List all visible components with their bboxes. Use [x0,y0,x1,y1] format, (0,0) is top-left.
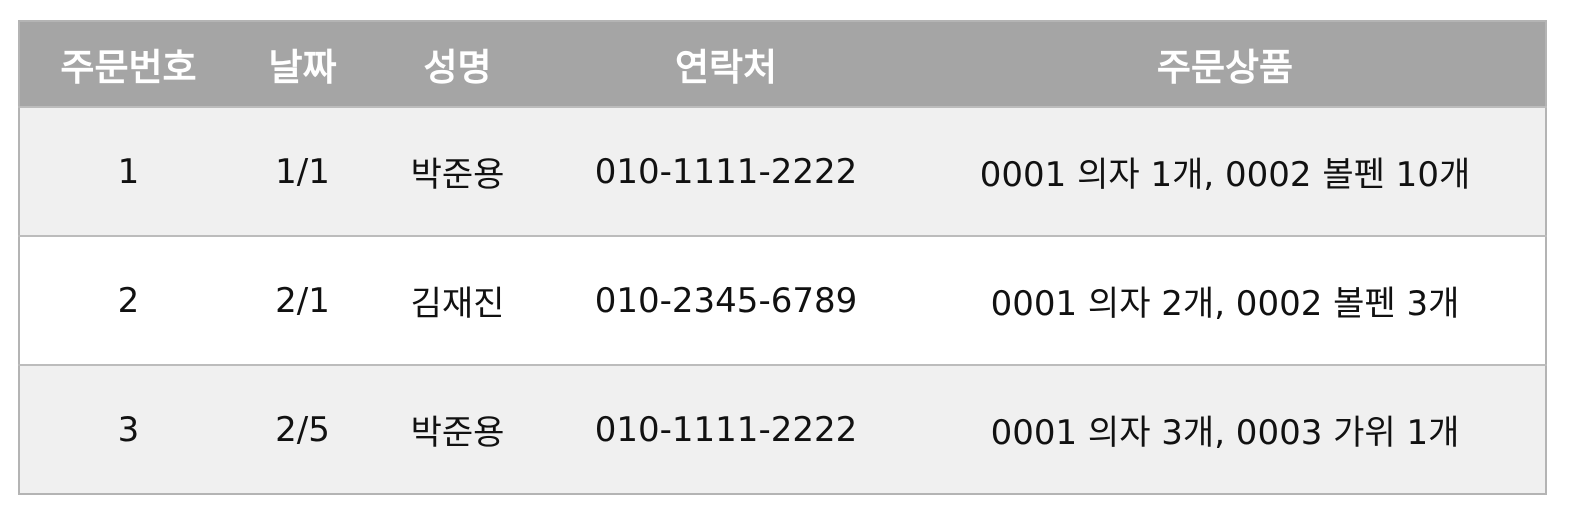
table-row: 2 2/1 김재진 010-2345-6789 0001 의자 2개, 0002… [19,235,1546,365]
cell-order-number: 1 [19,106,237,236]
table-body: 1 1/1 박준용 010-1111-2222 0001 의자 1개, 0002… [19,106,1546,494]
header-name: 성명 [368,21,547,107]
order-table: 주문번호 날짜 성명 연락처 주문상품 1 1/1 박준용 010-1111-2… [18,20,1547,495]
cell-date: 2/5 [237,364,368,494]
cell-ordered-items: 0001 의자 2개, 0002 볼펜 3개 [905,235,1546,365]
cell-order-number: 3 [19,364,237,494]
cell-name: 김재진 [368,235,547,365]
table-row: 1 1/1 박준용 010-1111-2222 0001 의자 1개, 0002… [19,106,1546,236]
cell-date: 2/1 [237,235,368,365]
header-row: 주문번호 날짜 성명 연락처 주문상품 [19,21,1546,107]
table-header: 주문번호 날짜 성명 연락처 주문상품 [19,21,1546,107]
cell-name: 박준용 [368,106,547,236]
cell-contact: 010-1111-2222 [547,106,905,236]
cell-name: 박준용 [368,364,547,494]
cell-ordered-items: 0001 의자 3개, 0003 가위 1개 [905,364,1546,494]
cell-order-number: 2 [19,235,237,365]
cell-contact: 010-1111-2222 [547,364,905,494]
header-contact: 연락처 [547,21,905,107]
cell-ordered-items: 0001 의자 1개, 0002 볼펜 10개 [905,106,1546,236]
header-date: 날짜 [237,21,368,107]
cell-date: 1/1 [237,106,368,236]
header-ordered-items: 주문상품 [905,21,1546,107]
header-order-number: 주문번호 [19,21,237,107]
cell-contact: 010-2345-6789 [547,235,905,365]
table-row: 3 2/5 박준용 010-1111-2222 0001 의자 3개, 0003… [19,364,1546,494]
